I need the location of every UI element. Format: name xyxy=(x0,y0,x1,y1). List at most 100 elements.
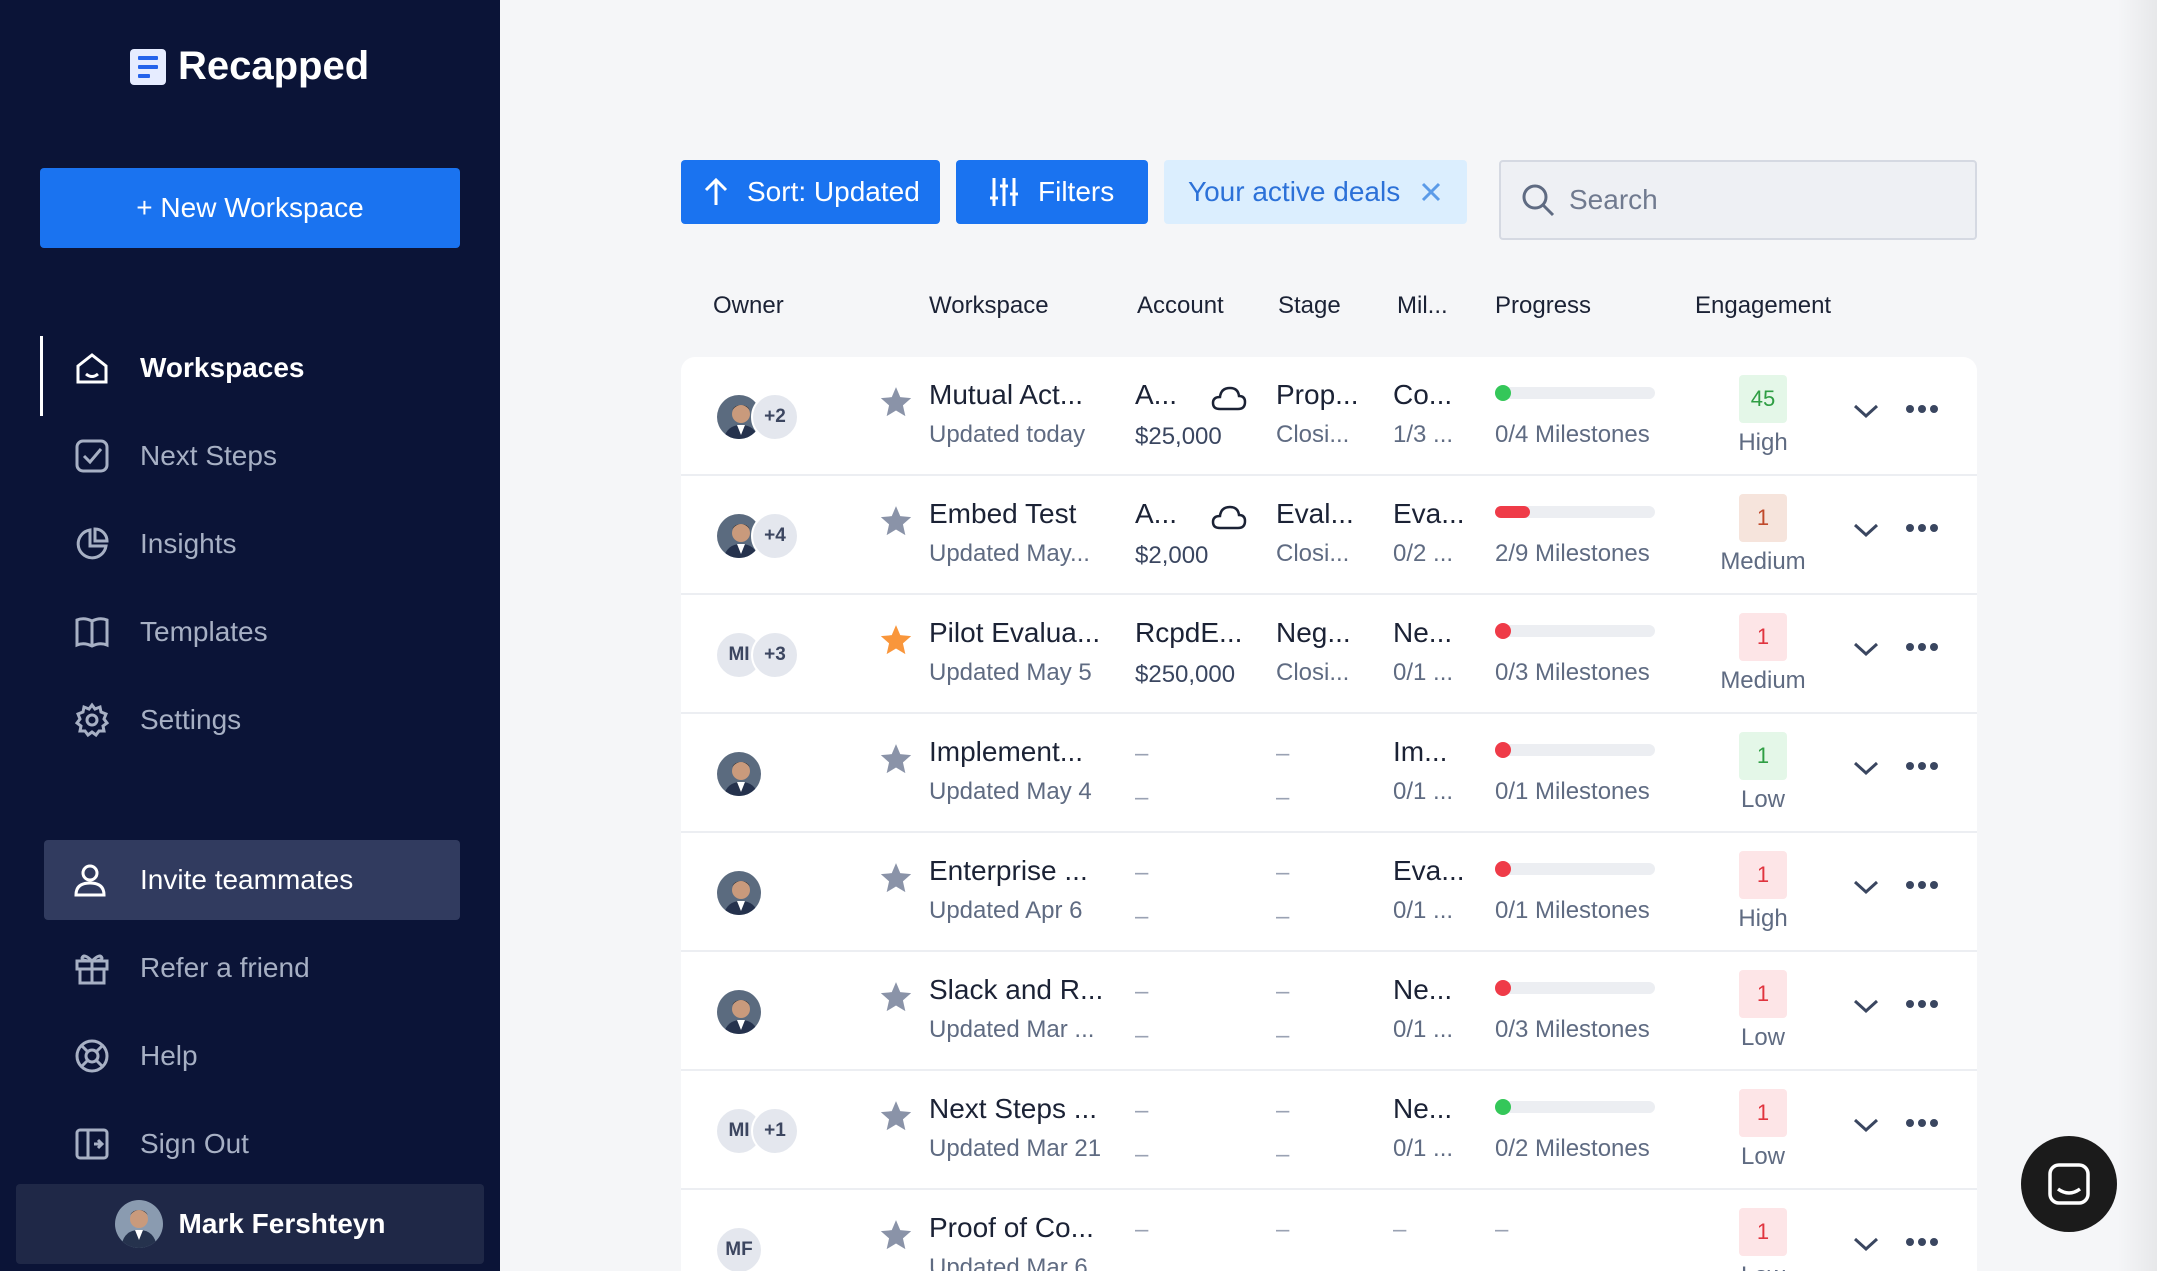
star-icon[interactable] xyxy=(879,504,913,538)
close-icon[interactable] xyxy=(1420,181,1442,203)
brand-logo[interactable]: Recapped xyxy=(130,44,369,89)
table-row[interactable]: Slack and R... Updated Mar ... – – – – Ne... 0/… xyxy=(681,952,1977,1071)
workspace-name[interactable]: Enterprise ... xyxy=(929,855,1088,886)
col-milestone[interactable]: Mil... xyxy=(1397,292,1448,319)
more-options-icon[interactable] xyxy=(1905,1236,1939,1248)
nav-item-insights[interactable]: Insights xyxy=(40,504,460,584)
workspace-name[interactable]: Next Steps ... xyxy=(929,1093,1098,1124)
col-account[interactable]: Account xyxy=(1137,292,1224,319)
star-icon[interactable] xyxy=(879,623,913,657)
star-icon[interactable] xyxy=(879,1099,913,1133)
account-name: RcpdE... xyxy=(1135,617,1243,648)
more-options-icon[interactable] xyxy=(1905,522,1939,534)
table-row[interactable]: +4 Embed Test Updated May... A... $2,000 Eval… xyxy=(681,476,1977,595)
stage-name: – xyxy=(1276,859,1290,886)
chat-launcher-button[interactable] xyxy=(2021,1136,2117,1232)
workspace-name[interactable]: Mutual Act... xyxy=(929,379,1084,410)
chevron-down-icon[interactable] xyxy=(1851,877,1881,897)
engagement-score: 1 xyxy=(1739,851,1787,899)
more-options-icon[interactable] xyxy=(1905,403,1939,415)
nav-label: Invite teammates xyxy=(140,864,354,895)
nav-item-sign-out[interactable]: Sign Out xyxy=(40,1104,460,1184)
col-stage[interactable]: Stage xyxy=(1278,292,1341,319)
table-row[interactable]: MF Proof of Co... Updated Mar 6 – – – – – – 1 Low xyxy=(681,1190,1977,1271)
nav-item-next-steps[interactable]: Next Steps xyxy=(40,416,460,496)
more-options-icon[interactable] xyxy=(1905,760,1939,772)
chevron-down-icon[interactable] xyxy=(1851,520,1881,540)
more-options-icon[interactable] xyxy=(1905,879,1939,891)
workspace-name[interactable]: Implement... xyxy=(929,736,1084,767)
check-square-icon xyxy=(75,439,109,473)
owner-avatars[interactable]: MI +3 xyxy=(715,631,799,679)
milestone-sub: 0/1 ... xyxy=(1393,1016,1454,1043)
active-filter-chip[interactable]: Your active deals xyxy=(1164,160,1467,224)
owner-initials-avatar: MI xyxy=(715,1107,763,1155)
invite-teammates-button[interactable]: Invite teammates xyxy=(44,840,460,920)
star-icon[interactable] xyxy=(879,980,913,1014)
chevron-down-icon[interactable] xyxy=(1851,758,1881,778)
star-icon[interactable] xyxy=(879,742,913,776)
progress-text: 0/3 Milestones xyxy=(1495,659,1650,686)
new-workspace-button[interactable]: + New Workspace xyxy=(40,168,460,248)
workspace-updated: Updated Mar 6 xyxy=(929,1254,1088,1271)
workspace-updated: Updated May 5 xyxy=(929,659,1092,686)
col-progress[interactable]: Progress xyxy=(1495,292,1592,319)
account-amount: – xyxy=(1135,1141,1149,1168)
stage-name: – xyxy=(1276,1097,1290,1124)
nav-item-workspaces[interactable]: Workspaces xyxy=(40,328,460,416)
nav-item-templates[interactable]: Templates xyxy=(40,592,460,672)
engagement-score: 45 xyxy=(1739,375,1787,423)
chevron-down-icon[interactable] xyxy=(1851,401,1881,421)
pie-chart-icon xyxy=(76,527,109,560)
owner-avatars[interactable] xyxy=(715,750,763,798)
workspace-name[interactable]: Slack and R... xyxy=(929,974,1104,1005)
search-input[interactable] xyxy=(1569,184,1949,216)
more-options-icon[interactable] xyxy=(1905,641,1939,653)
owner-avatars[interactable]: +2 xyxy=(715,393,799,441)
workspace-name[interactable]: Pilot Evalua... xyxy=(929,617,1101,648)
table-row[interactable]: Enterprise ... Updated Apr 6 – – – – Eva... 0/1… xyxy=(681,833,1977,952)
milestone-sub: 0/2 ... xyxy=(1393,540,1454,567)
col-workspace[interactable]: Workspace xyxy=(929,292,1049,319)
nav-item-refer[interactable]: Refer a friend xyxy=(40,928,460,1008)
stage-sub: Closi... xyxy=(1276,421,1350,448)
owner-avatars[interactable] xyxy=(715,988,763,1036)
account-amount: – xyxy=(1135,1260,1148,1271)
account-amount: – xyxy=(1135,903,1149,930)
chevron-down-icon[interactable] xyxy=(1851,1234,1881,1254)
owner-avatar xyxy=(715,988,763,1036)
progress-bar xyxy=(1495,982,1655,994)
chevron-down-icon[interactable] xyxy=(1851,639,1881,659)
star-icon[interactable] xyxy=(879,861,913,895)
owner-avatars[interactable]: +4 xyxy=(715,512,799,560)
workspace-name[interactable]: Embed Test xyxy=(929,498,1077,529)
nav-item-help[interactable]: Help xyxy=(40,1016,460,1096)
progress-dot xyxy=(1495,1099,1511,1115)
search-box[interactable] xyxy=(1499,160,1977,240)
chevron-down-icon[interactable] xyxy=(1851,996,1881,1016)
progress-text: 2/9 Milestones xyxy=(1495,540,1650,567)
col-owner[interactable]: Owner xyxy=(713,292,784,319)
nav-item-settings[interactable]: Settings xyxy=(40,680,460,760)
owner-avatars[interactable]: MF xyxy=(715,1226,763,1271)
more-options-icon[interactable] xyxy=(1905,1117,1939,1129)
more-options-icon[interactable] xyxy=(1905,998,1939,1010)
sort-button[interactable]: Sort: Updated xyxy=(681,160,940,224)
owner-avatars[interactable] xyxy=(715,869,763,917)
user-avatar xyxy=(114,1200,163,1248)
chevron-down-icon[interactable] xyxy=(1851,1115,1881,1135)
filters-button[interactable]: Filters xyxy=(956,160,1148,224)
engagement-level: Low xyxy=(1740,1143,1786,1170)
table-row[interactable]: MI +3 Pilot Evalua... Updated May 5 RcpdE...… xyxy=(681,595,1977,714)
table-row[interactable]: MI +1 Next Steps ... Updated Mar 21 – – – – Ne..… xyxy=(681,1071,1977,1190)
col-engagement[interactable]: Engagement xyxy=(1695,292,1832,319)
table-row[interactable]: Implement... Updated May 4 – – – – Im... 0/1 ..… xyxy=(681,714,1977,833)
star-icon[interactable] xyxy=(879,1218,913,1252)
table-row[interactable]: +2 Mutual Act... Updated today A... $25,000 P… xyxy=(681,357,1977,476)
user-profile[interactable]: Mark Fershteyn xyxy=(16,1184,484,1264)
workspace-name[interactable]: Proof of Co... xyxy=(929,1212,1094,1243)
stage-name: Neg... xyxy=(1276,617,1351,648)
owner-avatars[interactable]: MI +1 xyxy=(715,1107,799,1155)
more-owners-badge: +1 xyxy=(751,1107,799,1155)
star-icon[interactable] xyxy=(879,385,913,419)
